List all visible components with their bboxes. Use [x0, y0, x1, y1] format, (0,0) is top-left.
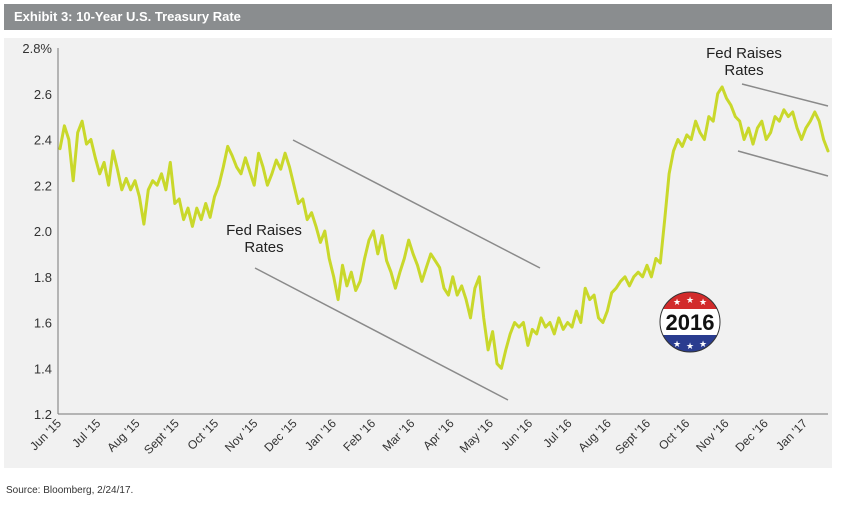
chart-panel	[4, 38, 832, 468]
svg-text:★: ★	[673, 298, 681, 308]
trendline-upper-right	[741, 83, 829, 107]
x-tick-label: Nov '15	[222, 416, 261, 455]
source-note: Source: Bloomberg, 2/24/17.	[6, 485, 134, 496]
x-tick-label: Dec '16	[732, 416, 771, 455]
badge-stars-top: ★ ★ ★	[673, 296, 707, 308]
x-tick-label: Jul '16	[540, 416, 574, 450]
badge-label: 2016	[666, 310, 715, 335]
x-tick-label: Nov '16	[693, 416, 732, 455]
election-2016-badge: ★ ★ ★ ★ ★ ★ 2016	[659, 291, 721, 353]
y-tick-label: 2.4	[34, 133, 52, 148]
x-tick-label: May '16	[457, 416, 497, 456]
x-tick-label: Dec '15	[261, 416, 300, 455]
annotation-left: Fed Raises Rates	[226, 222, 302, 256]
x-tick-label: Oct '16	[656, 416, 693, 453]
annotation-right-line1: Fed Raises	[706, 45, 782, 62]
x-tick-label: Jun '16	[498, 416, 535, 453]
y-tick-label: 2.2	[34, 178, 52, 193]
svg-text:★: ★	[686, 296, 694, 306]
x-tick-label: Aug '16	[575, 416, 614, 455]
chart-title: Exhibit 3: 10-Year U.S. Treasury Rate	[14, 9, 241, 24]
badge-stars-bottom: ★ ★ ★	[673, 340, 707, 352]
y-tick-label: 2.6	[34, 87, 52, 102]
trendline-lower-left	[254, 267, 509, 401]
annotation-right-line2: Rates	[724, 62, 763, 79]
annotation-left-line1: Fed Raises	[226, 222, 302, 239]
x-tick-label: Jul '15	[69, 416, 103, 450]
svg-text:★: ★	[699, 340, 707, 350]
y-tick-label: 1.2	[34, 407, 52, 422]
y-tick-label: 1.6	[34, 316, 52, 331]
annotation-left-line2: Rates	[244, 239, 283, 256]
x-tick-label: Apr '16	[420, 416, 457, 453]
svg-text:★: ★	[699, 298, 707, 308]
y-tick-label: 1.8	[34, 270, 52, 285]
x-tick-label: Sept '15	[141, 416, 182, 457]
x-tick-label: Aug '15	[104, 416, 143, 455]
svg-text:★: ★	[686, 342, 694, 352]
x-tick-label: Sept '16	[612, 416, 653, 457]
svg-text:★: ★	[673, 340, 681, 350]
y-tick-label: 1.4	[34, 361, 52, 376]
y-tick-label: 2.0	[34, 224, 52, 239]
x-tick-label: Mar '16	[380, 416, 418, 454]
trendline-upper-left	[292, 139, 541, 269]
trendline-lower-right	[737, 150, 829, 177]
series-line-10yr-rate	[58, 85, 830, 370]
x-tick-label: Jan '17	[773, 416, 810, 453]
y-tick-label: 2.8%	[22, 41, 52, 56]
x-tick-label: Feb '16	[340, 416, 378, 454]
x-tick-label: Oct '15	[185, 416, 222, 453]
annotation-right: Fed Raises Rates	[706, 45, 782, 79]
exhibit-header-bar: Exhibit 3: 10-Year U.S. Treasury Rate	[4, 4, 832, 30]
x-tick-label: Jan '16	[302, 416, 339, 453]
